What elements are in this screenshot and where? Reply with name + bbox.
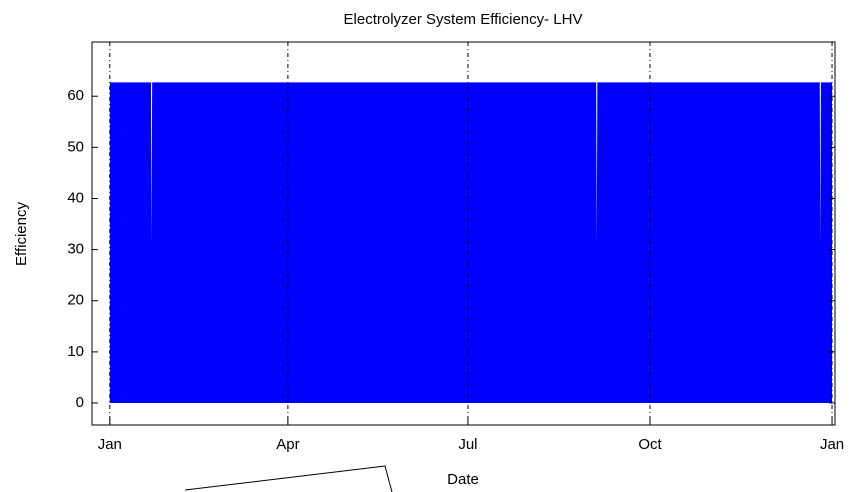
y-tick-label: 20: [67, 292, 84, 309]
x-tick-label: Oct: [638, 436, 662, 453]
annotation-arrow: [184, 465, 393, 492]
x-tick-label: Apr: [276, 436, 299, 453]
area: [109, 82, 833, 404]
y-tick-label: 40: [67, 189, 84, 206]
x-axis-label: Date: [447, 471, 479, 488]
x-tick-label: Jan: [98, 436, 122, 453]
y-axis-label: Efficiency: [13, 202, 30, 266]
plot-frame: [91, 41, 836, 426]
chart-title: Electrolyzer System Efficiency- LHV: [344, 11, 583, 28]
y-tick-label: 10: [67, 343, 84, 360]
y-tick-label: 60: [67, 87, 84, 104]
y-tick-label: 0: [76, 394, 84, 411]
y-tick-label: 50: [67, 138, 84, 155]
y-tick-label: 30: [67, 241, 84, 258]
x-tick-label: Jan: [820, 436, 844, 453]
x-tick-label: Jul: [458, 436, 477, 453]
